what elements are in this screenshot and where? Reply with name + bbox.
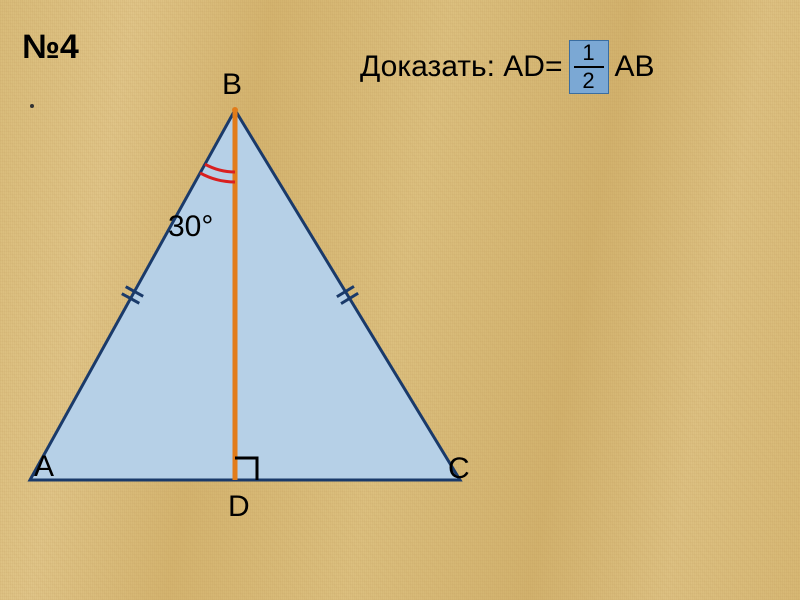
vertex-label-B: B bbox=[222, 68, 242, 102]
vertex-label-A: A bbox=[34, 450, 54, 484]
vertex-label-D: D bbox=[228, 490, 250, 524]
angle-label-30: 30° bbox=[168, 210, 213, 244]
vertex-label-C: C bbox=[448, 452, 470, 486]
geometry-diagram bbox=[0, 0, 800, 600]
